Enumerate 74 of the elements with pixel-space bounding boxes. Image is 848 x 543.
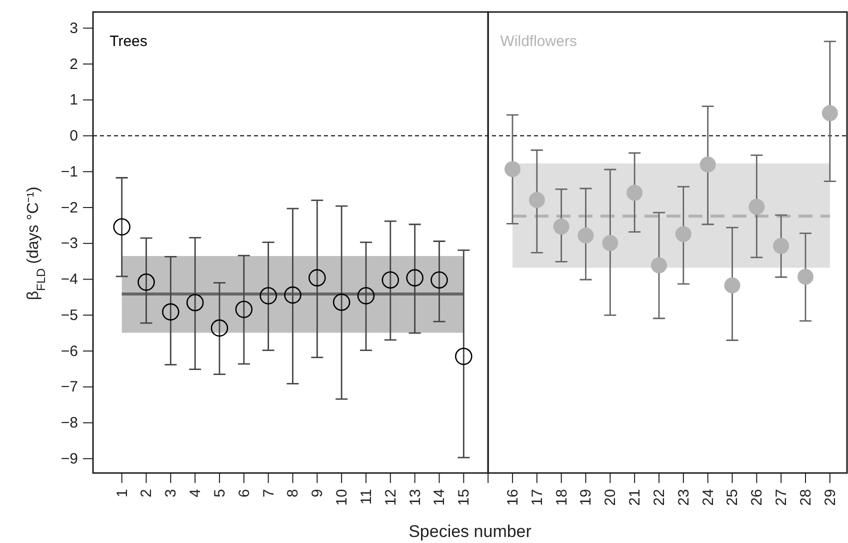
x-tick-label: 22: [650, 489, 668, 506]
point: [162, 303, 180, 321]
x-tick-label: 3: [162, 489, 180, 498]
x-tick-label: 18: [553, 489, 570, 506]
x-tick-label: 29: [822, 489, 839, 506]
x-tick-label: 17: [528, 489, 546, 506]
x-tick-label: 20: [602, 489, 620, 506]
x-tick-label: 27: [773, 489, 790, 506]
y-tick-label: −9: [60, 450, 78, 468]
x-tick-label: 6: [236, 489, 253, 498]
x-tick-label: 4: [187, 489, 204, 498]
point: [822, 105, 838, 122]
point: [602, 235, 618, 252]
x-tick-label: 2: [138, 489, 156, 498]
x-tick-label: 15: [456, 489, 473, 506]
point: [260, 287, 277, 304]
point: [210, 319, 228, 337]
point: [430, 271, 448, 289]
x-tick-label: 28: [797, 489, 814, 506]
point: [724, 277, 740, 294]
point: [138, 273, 155, 291]
x-tick-label: 13: [406, 489, 424, 506]
x-tick-label: 24: [700, 489, 717, 506]
point: [773, 238, 790, 254]
point: [650, 257, 667, 274]
point: [382, 271, 400, 289]
x-tick-label: 26: [748, 489, 766, 506]
y-tick-label: −8: [60, 414, 78, 432]
y-tick-label: 1: [70, 92, 78, 109]
x-tick-label: 16: [504, 489, 522, 506]
x-tick-label: 14: [431, 489, 448, 506]
x-tick-label: 10: [334, 489, 351, 506]
x-axis-title: Species number: [408, 522, 532, 541]
point: [797, 268, 814, 285]
x-tick-label: 7: [260, 489, 278, 498]
point: [235, 300, 253, 318]
point: [332, 294, 350, 311]
point: [578, 228, 594, 244]
x-tick-label: 23: [675, 489, 692, 506]
point: [455, 348, 472, 366]
y-tick-label: −5: [60, 306, 78, 324]
point: [700, 156, 716, 172]
point: [186, 294, 204, 312]
text: Wildflowers: [500, 33, 577, 50]
text: Trees: [110, 33, 148, 50]
y-tick-label: −3: [60, 235, 78, 252]
y-tick-label: −1: [60, 163, 78, 180]
point: [528, 192, 545, 208]
y-tick-label: 2: [70, 56, 78, 73]
x-tick-label: 12: [382, 489, 400, 506]
x-tick-label: 1: [114, 489, 131, 498]
y-tick-label: −4: [60, 271, 78, 288]
point: [308, 269, 326, 286]
y-tick-label: −6: [60, 342, 78, 360]
x-tick-label: 25: [724, 489, 742, 506]
x-tick-label: 8: [284, 489, 302, 498]
point: [504, 161, 520, 178]
point: [748, 198, 765, 215]
x-tick-label: 19: [578, 489, 595, 506]
x-tick-label: 5: [211, 489, 228, 498]
point: [553, 218, 570, 235]
x-tick-label: 11: [358, 489, 375, 505]
y-tick-label: −7: [60, 378, 78, 396]
y-tick-label: −2: [60, 199, 78, 216]
y-tick-label: 3: [70, 20, 78, 37]
y-tick-label: 0: [70, 128, 78, 145]
point: [284, 286, 302, 304]
x-tick-label: 21: [626, 489, 644, 506]
point: [406, 269, 424, 286]
point: [675, 226, 692, 242]
point: [626, 184, 643, 201]
x-tick-label: 9: [309, 489, 326, 498]
point: [113, 218, 130, 236]
point: [357, 287, 375, 304]
